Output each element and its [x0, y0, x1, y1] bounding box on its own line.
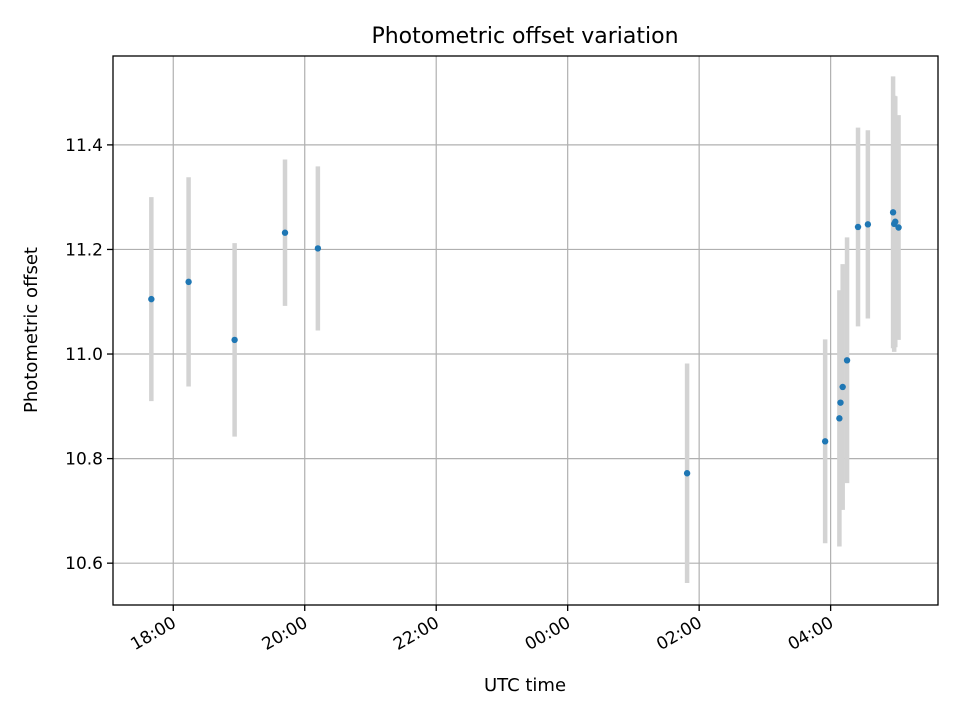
data-point: [281, 229, 289, 236]
data-point: [837, 399, 844, 406]
y-axis-ticks: 10.6 10.8 11.0 11.2 11.4: [65, 136, 113, 574]
x-axis-label: UTC time: [484, 675, 566, 696]
plot-frame: [112, 55, 939, 606]
data-point: [892, 218, 899, 225]
data-point: [314, 245, 322, 252]
data-point: [231, 336, 238, 344]
data-point: [889, 209, 897, 216]
data-point: [839, 383, 846, 391]
data-point: [843, 357, 851, 364]
data-point: [836, 415, 843, 422]
y-tick-label: 11.2: [65, 240, 103, 260]
chart-title: Photometric offset variation: [371, 24, 678, 49]
data-point: [895, 224, 902, 231]
data-point: [864, 221, 872, 228]
y-axis-label: Photometric offset: [21, 247, 42, 413]
y-tick-label: 10.8: [65, 450, 103, 470]
grid-lines: [113, 56, 938, 605]
y-tick-label: 11.4: [65, 136, 103, 156]
data-point: [148, 295, 155, 303]
data-points: [148, 209, 902, 477]
plot-area: [113, 56, 938, 605]
data-point: [185, 278, 192, 286]
data-point: [683, 470, 691, 477]
data-point: [821, 438, 829, 445]
data-point: [854, 223, 862, 231]
y-tick-label: 11.0: [65, 345, 103, 365]
y-tick-label: 10.6: [65, 554, 103, 574]
